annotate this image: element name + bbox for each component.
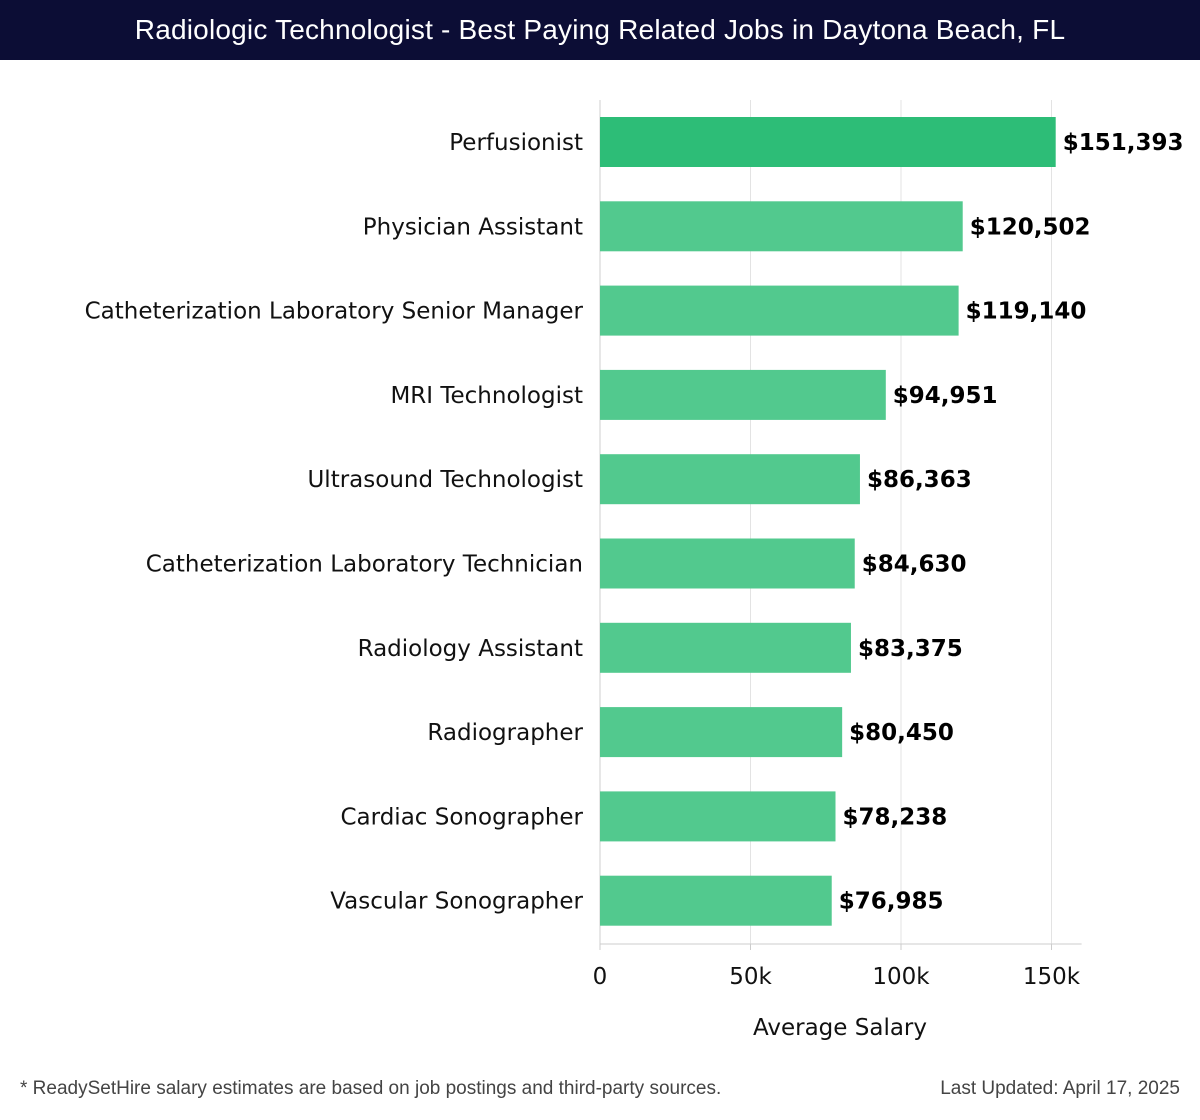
bars: Perfusionist $151,393 Physician Assistant $… xyxy=(85,117,1184,926)
bar xyxy=(600,791,836,842)
bar xyxy=(600,454,860,505)
category-label: Vascular Sonographer xyxy=(330,889,583,915)
category-label: Radiographer xyxy=(427,720,583,746)
value-label: $120,502 xyxy=(970,214,1091,240)
footer-note: * ReadySetHire salary estimates are base… xyxy=(20,1078,722,1099)
category-label: MRI Technologist xyxy=(390,383,583,409)
bar xyxy=(600,707,843,758)
x-tick-label: 0 xyxy=(593,964,608,990)
x-tick-label: 150k xyxy=(1023,964,1081,990)
category-label: Radiology Assistant xyxy=(358,636,583,662)
value-label: $94,951 xyxy=(893,383,998,409)
value-label: $151,393 xyxy=(1063,130,1184,156)
category-label: Ultrasound Technologist xyxy=(307,467,583,493)
value-label: $78,238 xyxy=(842,804,947,830)
bar xyxy=(600,201,963,252)
x-tick-label: 100k xyxy=(872,964,930,990)
bar xyxy=(600,369,886,420)
value-label: $80,450 xyxy=(849,720,954,746)
category-label: Physician Assistant xyxy=(363,214,583,240)
value-label: $83,375 xyxy=(858,636,963,662)
bar-chart: Perfusionist $151,393 Physician Assistant $… xyxy=(85,100,1184,1041)
value-label: $84,630 xyxy=(862,552,967,578)
category-label: Catheterization Laboratory Senior Manage… xyxy=(85,299,584,325)
category-label: Cardiac Sonographer xyxy=(341,804,584,830)
bar xyxy=(600,538,855,589)
value-label: $86,363 xyxy=(867,467,972,493)
category-label: Perfusionist xyxy=(449,130,583,156)
x-axis-label: Average Salary xyxy=(753,1015,927,1041)
category-label: Catheterization Laboratory Technician xyxy=(146,552,583,578)
chart-title: Radiologic Technologist - Best Paying Re… xyxy=(134,14,1066,45)
bar xyxy=(600,875,832,926)
x-tick-label: 50k xyxy=(729,964,772,990)
value-label: $119,140 xyxy=(966,299,1087,325)
last-updated: Last Updated: April 17, 2025 xyxy=(940,1078,1180,1099)
bar xyxy=(600,285,959,336)
x-axis: 0 50k 100k 150k xyxy=(593,943,1082,990)
bar xyxy=(600,117,1056,167)
chart-title-bar: Radiologic Technologist - Best Paying Re… xyxy=(0,0,1200,60)
bar xyxy=(600,622,851,673)
value-label: $76,985 xyxy=(839,889,944,915)
